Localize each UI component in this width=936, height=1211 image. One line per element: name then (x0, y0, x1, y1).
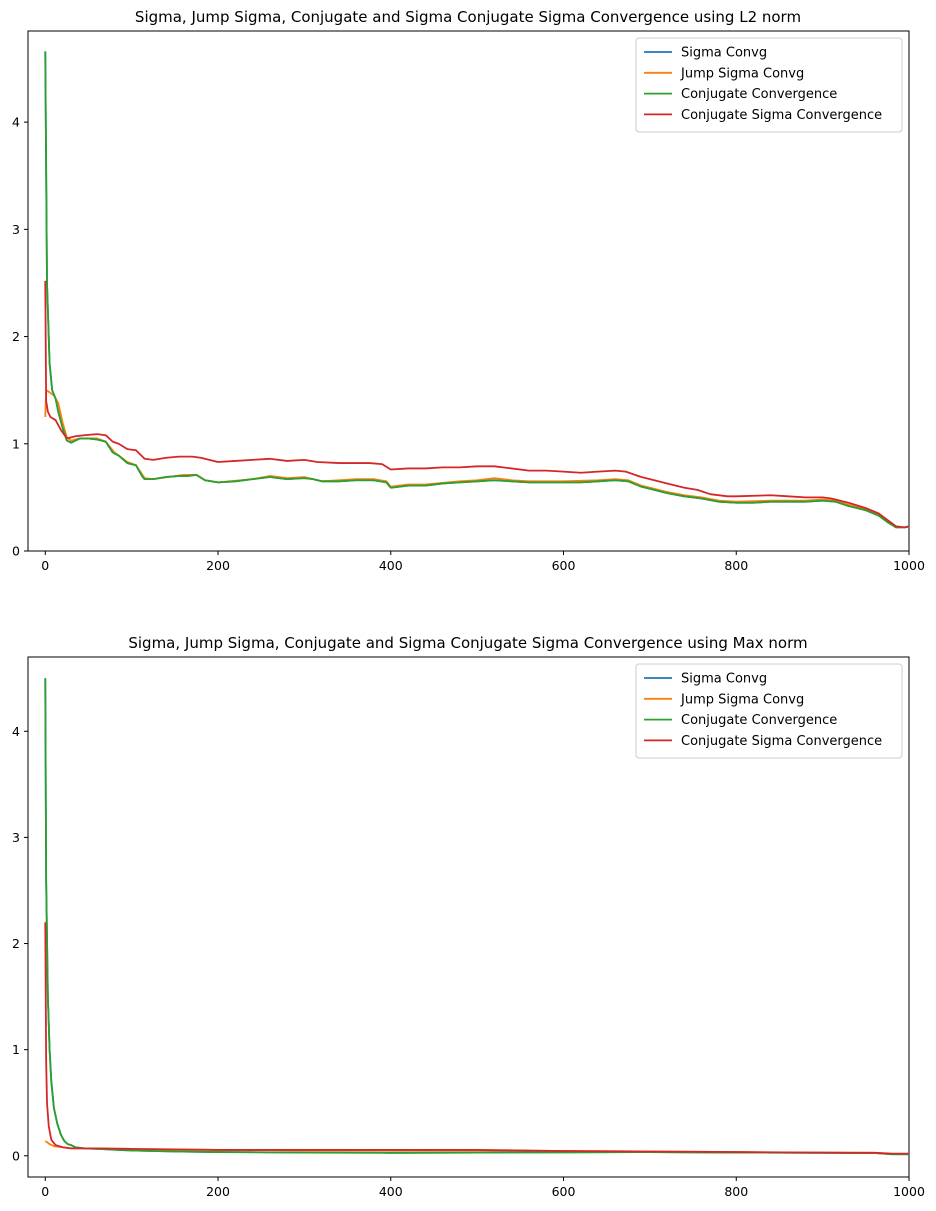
y-tick-label: 3 (12, 222, 20, 237)
y-tick-label: 0 (12, 544, 20, 559)
x-tick-label: 1000 (893, 558, 925, 573)
y-tick-label: 4 (12, 724, 20, 739)
x-tick-label: 0 (41, 558, 49, 573)
legend: Sigma Convg Jump Sigma Convg Conjugate Con… (635, 37, 903, 133)
x-tick-label: 800 (724, 558, 748, 573)
x-tick-label: 800 (724, 1184, 748, 1199)
x-tick-label: 400 (379, 1184, 403, 1199)
x-tick-label: 600 (552, 1184, 576, 1199)
chart-title: Sigma, Jump Sigma, Conjugate and Sigma C… (128, 634, 807, 652)
legend-label-0: Sigma Convg (681, 672, 767, 687)
x-axis: 0 200 400 600 800 1000 (41, 551, 925, 573)
chart-l2-norm: Sigma, Jump Sigma, Conjugate and Sigma C… (12, 8, 925, 573)
y-axis: 0 1 2 3 4 (12, 115, 28, 559)
series-line-3 (44, 280, 910, 529)
x-tick-label: 1000 (893, 1184, 925, 1199)
x-tick-label: 200 (206, 558, 230, 573)
y-tick-label: 0 (12, 1148, 20, 1163)
legend-frame (635, 37, 903, 133)
y-tick-label: 2 (12, 329, 20, 344)
y-tick-label: 3 (12, 830, 20, 845)
y-tick-label: 1 (12, 436, 20, 451)
x-tick-label: 0 (41, 1184, 49, 1199)
legend-label-2: Conjugate Convergence (681, 87, 837, 102)
series-line-3 (44, 922, 909, 1155)
legend-label-2: Conjugate Convergence (681, 713, 837, 728)
chart-title: Sigma, Jump Sigma, Conjugate and Sigma C… (135, 8, 801, 26)
y-tick-label: 1 (12, 1042, 20, 1057)
y-tick-label: 4 (12, 115, 20, 130)
y-tick-label: 2 (12, 936, 20, 951)
legend-label-1: Jump Sigma Convg (680, 66, 804, 81)
x-axis: 0 200 400 600 800 1000 (41, 1177, 925, 1199)
y-axis: 0 1 2 3 4 (12, 724, 28, 1163)
legend-label-0: Sigma Convg (681, 46, 767, 61)
chart-max-norm: Sigma, Jump Sigma, Conjugate and Sigma C… (12, 634, 925, 1199)
legend-frame (635, 663, 903, 759)
series-layer (44, 51, 910, 529)
x-tick-label: 400 (379, 558, 403, 573)
x-tick-label: 600 (552, 558, 576, 573)
legend-label-3: Conjugate Sigma Convergence (681, 108, 882, 123)
series-layer (44, 678, 909, 1156)
legend-label-3: Conjugate Sigma Convergence (681, 734, 882, 749)
x-tick-label: 200 (206, 1184, 230, 1199)
legend: Sigma Convg Jump Sigma Convg Conjugate Con… (635, 663, 903, 759)
legend-label-1: Jump Sigma Convg (680, 692, 804, 707)
series-line-2 (44, 51, 910, 529)
